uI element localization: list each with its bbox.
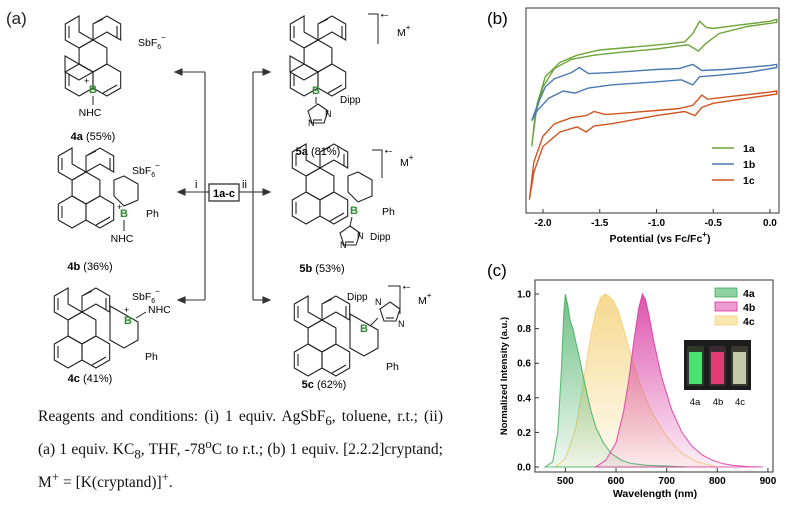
pl-x-ticks: 500 600 700 800 900 <box>557 468 777 487</box>
pl-x-tick-label: 600 <box>608 476 625 487</box>
step-ii-label: ii <box>242 179 247 191</box>
plus-charge: + <box>84 76 89 86</box>
substituent-label: Ph <box>146 208 159 220</box>
vial-photo: 4a 4b 4c <box>684 340 751 408</box>
cv-x-tick-label: -2.0 <box>534 218 552 229</box>
vial-label-4a: 4a <box>690 397 701 408</box>
cv-x-tick-label: -1.5 <box>591 218 609 229</box>
ligand-label: NHC <box>148 304 171 316</box>
n-atom: N <box>357 231 364 241</box>
step-i-label: i <box>195 179 197 191</box>
boron-atom: B <box>89 84 97 96</box>
legend-1c: 1c <box>743 175 755 187</box>
pl-y-axis-label: Normalized Intensity (a.u.) <box>499 317 510 435</box>
structure-5c: B N N Dipp Ph •− M+ <box>293 283 432 377</box>
n-atom: N <box>340 240 347 250</box>
n-atom: N <box>308 118 315 128</box>
pl-spectrum-4b <box>594 292 763 468</box>
vial-label-4c: 4c <box>735 397 745 408</box>
legend-1a: 1a <box>743 143 755 155</box>
cv-x-axis-label: Potential (vs Fc/Fc+) <box>610 230 711 245</box>
cation-label: M+ <box>397 23 411 39</box>
n-atom: N <box>375 297 382 307</box>
compound-label-5c: 5c (62%) <box>302 379 347 391</box>
pl-y-tick-label: 0.8 <box>517 324 531 335</box>
panel-c-label: (c) <box>487 261 507 280</box>
cation-label: M+ <box>400 153 414 169</box>
reaction-conditions: Reagents and conditions: (i) 1 equiv. Ag… <box>38 408 443 492</box>
boron-atom: B <box>120 208 128 220</box>
legend-4c: 4c <box>743 316 755 328</box>
pl-y-tick-label: 0.0 <box>517 463 531 474</box>
compound-label-4b: 4b (36%) <box>67 261 112 273</box>
boron-atom: B <box>312 85 320 97</box>
radical-anion: •− <box>381 11 389 20</box>
structure-5a: B N N Dipp •− M+ <box>289 11 411 128</box>
pl-x-tick-label: 800 <box>709 476 726 487</box>
cv-x-tick-label: 0.0 <box>763 218 777 229</box>
ligand-label: Dipp <box>347 292 368 303</box>
pl-x-axis-label: Wavelength (nm) <box>613 488 697 500</box>
pl-legend: 4a 4b 4c <box>714 287 755 328</box>
structure-5b: B N N Dipp Ph •− M+ <box>291 143 414 250</box>
cv-trace-1b <box>531 63 778 122</box>
cv-series <box>528 18 778 200</box>
legend-4a: 4a <box>743 288 755 300</box>
legend-1b: 1b <box>743 159 755 171</box>
cv-plot-frame <box>525 7 780 214</box>
cv-x-tick-label: -0.5 <box>705 218 723 229</box>
pl-x-tick-label: 900 <box>760 476 777 487</box>
cation-label: M+ <box>418 291 432 307</box>
substituent-label: Ph <box>386 361 399 373</box>
pl-y-tick-label: 1.0 <box>517 290 531 301</box>
n-atom: N <box>325 109 332 119</box>
reaction-arrows <box>173 68 272 304</box>
pl-series <box>543 292 763 468</box>
compound-label-5a: 5a (81%) <box>296 146 341 158</box>
cv-x-tick-label: -1.0 <box>648 218 666 229</box>
cv-legend: 1a 1b 1c <box>712 143 755 187</box>
pl-y-ticks: 0.0 0.2 0.4 0.6 0.8 1.0 <box>517 290 539 474</box>
pl-x-tick-label: 500 <box>557 476 574 487</box>
cv-trace-1a <box>531 18 778 147</box>
reactant-label: 1a-c <box>213 188 235 200</box>
plus-charge: + <box>117 202 122 212</box>
radical-anion: •− <box>385 147 393 156</box>
counterion: SbF6− <box>132 161 160 179</box>
pl-y-tick-label: 0.6 <box>517 359 531 370</box>
ligand-label: NHC <box>79 107 102 119</box>
compound-label-4a: 4a (55%) <box>71 131 116 143</box>
boron-atom: B <box>360 323 368 335</box>
structure-4b: B + NHC Ph SbF6− <box>57 147 160 245</box>
ligand-label: Dipp <box>370 232 391 243</box>
n-atom: N <box>398 319 405 329</box>
cv-trace-1c <box>528 90 778 200</box>
pl-y-tick-label: 0.2 <box>517 428 531 439</box>
pl-plot-frame <box>534 279 774 473</box>
structure-4c: B + NHC Ph SbF6− <box>53 287 171 369</box>
plus-charge: + <box>124 305 129 315</box>
structure-4a: B + NHC SbF6− <box>64 15 166 119</box>
cv-x-ticks: -2.0 -1.5 -1.0 -0.5 0.0 <box>534 209 777 229</box>
panel-b-label: (b) <box>487 9 508 28</box>
compound-label-5b: 5b (53%) <box>299 263 344 275</box>
ligand-label: NHC <box>111 233 134 245</box>
ligand-label: Dipp <box>340 95 361 106</box>
legend-4b: 4b <box>743 302 755 314</box>
counterion: SbF6− <box>132 287 160 305</box>
radical-anion: •− <box>403 283 411 292</box>
reactant-box <box>208 183 240 202</box>
pl-x-tick-label: 700 <box>658 476 675 487</box>
compound-label-4c: 4c (41%) <box>68 373 113 385</box>
substituent-label: Ph <box>382 206 395 218</box>
boron-atom: B <box>124 315 132 327</box>
pl-y-tick-label: 0.4 <box>517 393 531 404</box>
boron-atom: B <box>350 205 358 217</box>
substituent-label: Ph <box>145 351 158 363</box>
vial-label-4b: 4b <box>713 397 724 408</box>
panel-a-label: (a) <box>6 9 27 28</box>
counterion: SbF6− <box>138 33 166 51</box>
